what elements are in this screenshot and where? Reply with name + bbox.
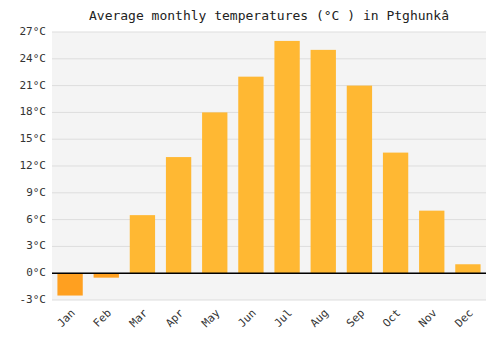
x-tick-label: Sep: [344, 307, 367, 330]
grid: [52, 32, 486, 300]
x-tick-label: Apr: [163, 306, 187, 330]
bar: [455, 264, 480, 273]
y-tick-label: 21°C: [20, 79, 47, 92]
bar: [311, 50, 336, 273]
y-tick-label: 27°C: [20, 25, 47, 38]
bars: [57, 41, 480, 296]
y-tick-label: 15°C: [20, 132, 47, 145]
x-tick-label: Jun: [235, 307, 258, 330]
bar: [238, 77, 263, 274]
bar: [130, 215, 155, 273]
grid-line: [52, 139, 486, 140]
grid-line: [52, 85, 486, 86]
y-tick-label: 18°C: [20, 105, 47, 118]
bar: [419, 211, 444, 274]
x-tick-label: Oct: [380, 307, 403, 330]
y-tick-label: 6°C: [26, 213, 46, 226]
baseline: [52, 272, 486, 274]
grid-line: [52, 58, 486, 59]
x-tick-label: Jul: [272, 307, 295, 330]
x-tick-label: Nov: [416, 306, 440, 330]
x-tick-label: Aug: [308, 307, 331, 330]
bar: [274, 41, 299, 273]
bar: [57, 273, 82, 295]
x-tick-label: May: [199, 306, 223, 330]
x-tick-label: Mar: [127, 306, 151, 330]
y-tick-label: 3°C: [26, 239, 46, 252]
bar: [383, 153, 408, 274]
grid-line: [52, 300, 486, 301]
title: Average monthly temperatures (°C ) in Pt…: [89, 8, 449, 23]
grid-line: [52, 112, 486, 113]
x-tick-label: Feb: [91, 307, 114, 330]
x-tick-label: Dec: [452, 307, 475, 330]
plot-area: [52, 32, 486, 300]
grid-line: [52, 166, 486, 167]
y-tick-label: 12°C: [20, 159, 47, 172]
bar: [202, 112, 227, 273]
grid-line: [52, 32, 486, 33]
grid-line: [52, 192, 486, 193]
y-tick-label: 9°C: [26, 186, 46, 199]
grid-line: [52, 273, 486, 274]
chart: -3°C 0°C 3°C 6°C 9°C 12°C 15°C 18°C 21°C 24°C 27°C…: [0, 0, 500, 350]
bar: [347, 86, 372, 274]
x-tick-label: Jan: [55, 307, 78, 330]
y-tick-label: 24°C: [20, 52, 47, 65]
y-tick-label: -3°C: [20, 293, 47, 306]
bar: [166, 157, 191, 273]
y-tick-label: 0°C: [26, 266, 46, 279]
